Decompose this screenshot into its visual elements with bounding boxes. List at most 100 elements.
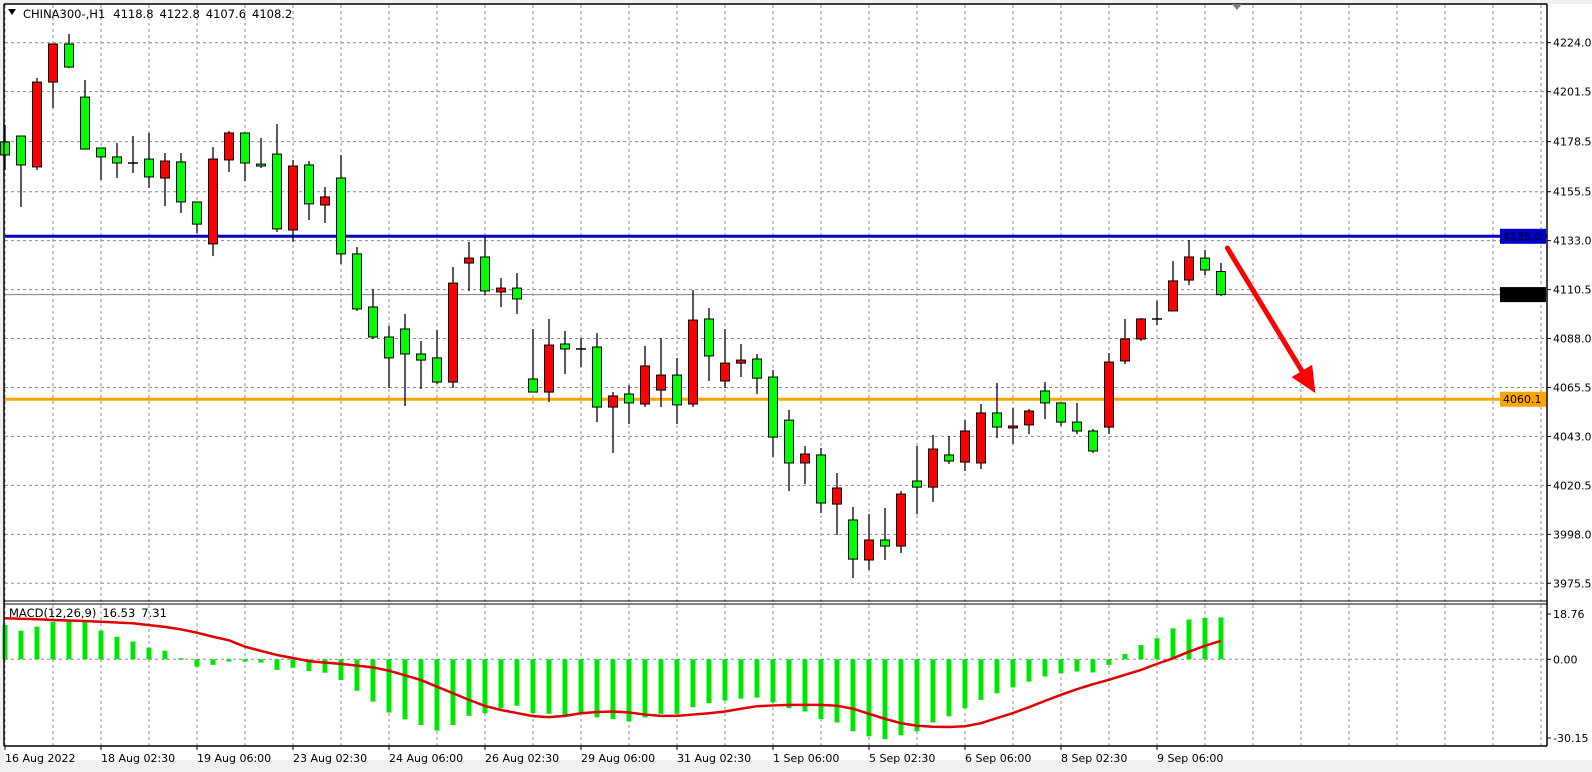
candle-bearish xyxy=(176,161,186,203)
macd-histogram-bar xyxy=(850,659,856,732)
macd-histogram-bar xyxy=(98,630,104,660)
macd-histogram-bar xyxy=(1010,659,1016,688)
candle-bullish xyxy=(1168,280,1178,312)
candle-bearish xyxy=(192,201,202,225)
macd-histogram-bar xyxy=(690,659,696,708)
macd-histogram-bar xyxy=(1170,628,1176,660)
candle-bullish xyxy=(160,160,170,179)
candle-bearish xyxy=(528,378,538,393)
macd-histogram-bar xyxy=(530,659,536,714)
candle-bullish xyxy=(720,362,730,382)
candle-bearish xyxy=(432,357,442,383)
macd-histogram-bar xyxy=(946,659,952,717)
macd-histogram-bar xyxy=(866,659,872,737)
macd-histogram-bar xyxy=(194,659,200,667)
price-tick-label: 4201.5 xyxy=(1553,86,1592,99)
candle-bearish xyxy=(80,96,90,150)
macd-histogram-bar xyxy=(1154,638,1160,660)
macd-histogram-bar xyxy=(82,621,88,660)
candle-bullish xyxy=(896,493,906,547)
macd-histogram-bar xyxy=(1106,659,1112,665)
price-tick-label: 4110.5 xyxy=(1553,284,1592,297)
macd-histogram-bar xyxy=(466,659,472,716)
time-tick-label: 24 Aug 06:00 xyxy=(389,752,463,765)
candle-bearish xyxy=(0,141,10,156)
macd-tick-label: 18.76 xyxy=(1553,608,1585,621)
macd-histogram-bar xyxy=(242,659,248,662)
candle-bullish xyxy=(544,344,554,393)
macd-histogram-bar xyxy=(882,659,888,740)
price-tick-label: 3998.0 xyxy=(1553,528,1592,541)
candle-bearish xyxy=(112,156,122,164)
candle-bullish xyxy=(48,43,58,83)
macd-tick-label: -30.15 xyxy=(1553,732,1588,745)
macd-histogram-bar xyxy=(498,659,504,709)
price-tick-label: 4065.5 xyxy=(1553,381,1592,394)
price-tick-label: 3975.5 xyxy=(1553,577,1592,590)
time-tick-label: 6 Sep 06:00 xyxy=(965,752,1031,765)
candles xyxy=(0,33,1226,579)
candle-bearish xyxy=(1040,390,1050,404)
price-line-labels: 4135.0 4060.1 4108.2 xyxy=(1500,228,1546,407)
macd-histogram-bar xyxy=(898,659,904,736)
candle-bullish xyxy=(688,319,698,405)
axes: 4224.0 4201.5 4178.5 4155.5 4133.0 4110.5 4088… xyxy=(4,37,1592,765)
candle-bearish xyxy=(64,43,74,68)
candle-bearish xyxy=(16,135,26,166)
candle-bearish xyxy=(784,419,794,464)
macd-histogram-bar xyxy=(674,659,680,714)
macd-histogram-bar xyxy=(754,659,760,698)
macd-histogram-bar xyxy=(738,659,744,699)
candle-bearish xyxy=(480,256,490,292)
candle-bearish xyxy=(384,336,394,359)
macd-histogram-bar xyxy=(338,659,344,681)
macd-histogram-bar xyxy=(146,647,152,660)
candle-bullish xyxy=(832,487,842,505)
macd-histogram-bar xyxy=(290,659,296,668)
arrow-shaft[interactable] xyxy=(1224,245,1305,374)
candle-bullish xyxy=(928,448,938,488)
trend-arrow[interactable] xyxy=(1224,245,1316,394)
candle-bearish xyxy=(560,343,570,350)
candle-bullish xyxy=(800,453,810,464)
macd-histogram-bar xyxy=(162,650,168,660)
macd-histogram-bar xyxy=(34,626,40,660)
chart-background xyxy=(4,4,1592,760)
candle-bearish xyxy=(400,328,410,355)
current-price-line-label: 4108.2 xyxy=(1503,289,1542,302)
macd-histogram-bar xyxy=(1026,659,1032,682)
candle-bearish xyxy=(704,318,714,357)
chart-shift-marker-icon[interactable] xyxy=(1232,4,1242,10)
macd-histogram-bar xyxy=(834,659,840,723)
dropdown-triangle-icon[interactable] xyxy=(8,9,16,15)
candle-bearish xyxy=(256,163,266,167)
macd-histogram-bar xyxy=(930,659,936,723)
macd-histogram-bar xyxy=(114,636,120,660)
candle-bullish xyxy=(464,257,474,264)
price-tick-label: 4155.5 xyxy=(1553,186,1592,199)
macd-histogram-bar xyxy=(1218,617,1224,660)
macd-histogram-bar xyxy=(50,621,56,660)
arrow-head-icon[interactable] xyxy=(1291,364,1316,394)
macd-histogram-bar xyxy=(1122,653,1128,660)
candle-bearish xyxy=(592,346,602,408)
candle-bearish xyxy=(304,164,314,205)
macd-histogram-bar xyxy=(178,658,184,660)
candle-bullish xyxy=(640,365,650,405)
candle-bearish xyxy=(272,153,282,230)
candle-bullish xyxy=(288,165,298,231)
candle-bullish xyxy=(1024,410,1034,426)
macd-signal-line xyxy=(4,616,1222,729)
candle-bearish xyxy=(96,147,106,158)
candle-bearish xyxy=(624,393,634,404)
ohlc-high: 4122.8 xyxy=(160,7,200,21)
macd-main-value: 16.53 xyxy=(102,606,135,620)
time-tick-label: 18 Aug 02:30 xyxy=(101,752,175,765)
macd-histogram-bar xyxy=(434,659,440,731)
ohlc-close: 4108.2 xyxy=(252,7,292,21)
resistance-line-label: 4135.0 xyxy=(1503,230,1542,243)
macd-signal-value: 7.31 xyxy=(141,606,167,620)
macd-histogram-bar xyxy=(258,659,264,663)
candle-bearish xyxy=(912,480,922,488)
